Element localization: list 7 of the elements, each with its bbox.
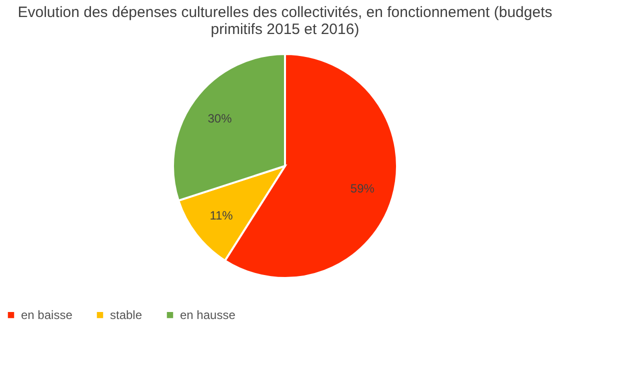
data-label: 59% xyxy=(350,182,375,196)
data-label: 30% xyxy=(208,112,232,126)
data-label: 11% xyxy=(210,208,234,222)
legend-label: en baisse xyxy=(21,308,73,322)
legend-label: stable xyxy=(110,308,142,322)
legend-label: en hausse xyxy=(180,308,236,322)
chart-title: Evolution des dépenses culturelles des collectivités, en fonctionnement (budgets primitifs 2015 et 2016) xyxy=(18,4,552,38)
